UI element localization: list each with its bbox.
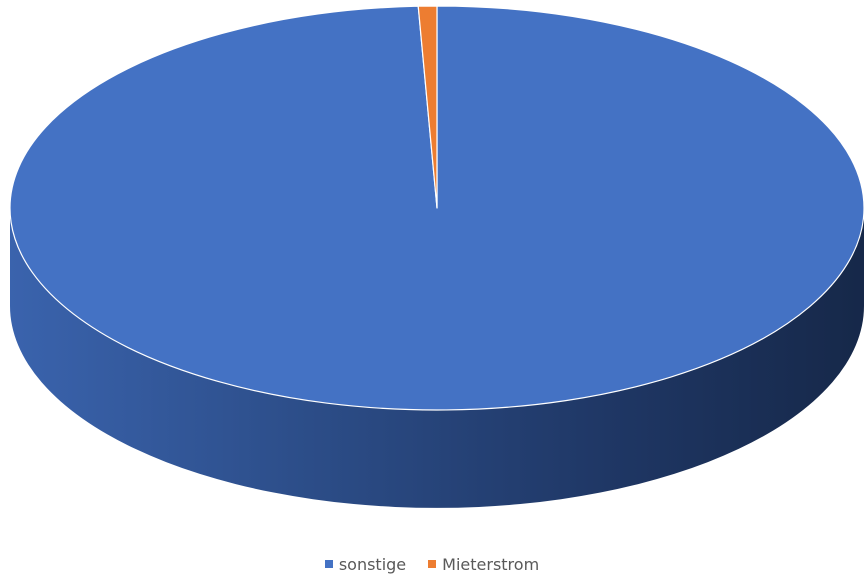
legend-swatch-sonstige <box>324 560 333 568</box>
legend-swatch-mieterstrom <box>428 560 437 568</box>
chart-legend: sonstige Mieterstrom <box>0 553 864 575</box>
legend-entry-sonstige: sonstige <box>324 554 407 574</box>
pie-chart-svg <box>9 5 864 508</box>
pie-side-wall <box>10 208 864 508</box>
legend-entry-mieterstrom: Mieterstrom <box>428 555 539 574</box>
legend-label-sonstige: sonstige <box>338 554 407 574</box>
legend-label-mieterstrom: Mieterstrom <box>442 554 540 574</box>
pie-slice-mieterstrom <box>417 5 438 209</box>
pie-chart <box>9 5 864 508</box>
